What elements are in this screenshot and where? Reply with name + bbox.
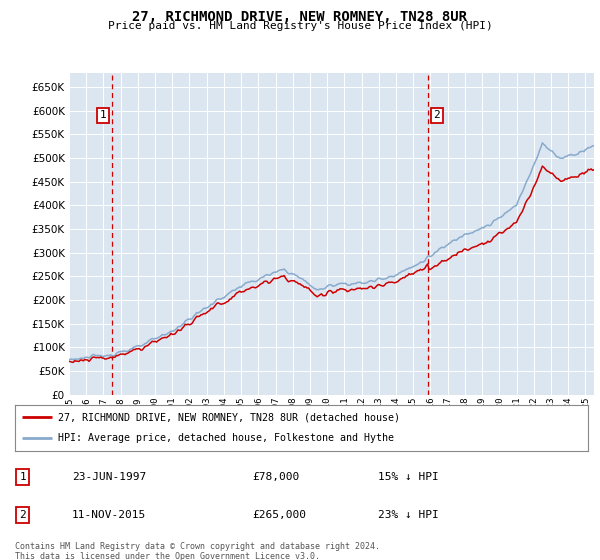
Text: 15% ↓ HPI: 15% ↓ HPI <box>378 472 439 482</box>
Text: 27, RICHMOND DRIVE, NEW ROMNEY, TN28 8UR (detached house): 27, RICHMOND DRIVE, NEW ROMNEY, TN28 8UR… <box>58 412 400 422</box>
Text: 11-NOV-2015: 11-NOV-2015 <box>72 510 146 520</box>
Text: HPI: Average price, detached house, Folkestone and Hythe: HPI: Average price, detached house, Folk… <box>58 433 394 444</box>
Text: 1: 1 <box>100 110 106 120</box>
Text: 2: 2 <box>433 110 440 120</box>
Text: 2: 2 <box>19 510 26 520</box>
Text: Price paid vs. HM Land Registry's House Price Index (HPI): Price paid vs. HM Land Registry's House … <box>107 21 493 31</box>
Text: 1: 1 <box>19 472 26 482</box>
Text: Contains HM Land Registry data © Crown copyright and database right 2024.
This d: Contains HM Land Registry data © Crown c… <box>15 542 380 560</box>
Text: £265,000: £265,000 <box>252 510 306 520</box>
Text: £78,000: £78,000 <box>252 472 299 482</box>
Text: 27, RICHMOND DRIVE, NEW ROMNEY, TN28 8UR: 27, RICHMOND DRIVE, NEW ROMNEY, TN28 8UR <box>133 10 467 24</box>
Text: 23% ↓ HPI: 23% ↓ HPI <box>378 510 439 520</box>
Text: 23-JUN-1997: 23-JUN-1997 <box>72 472 146 482</box>
